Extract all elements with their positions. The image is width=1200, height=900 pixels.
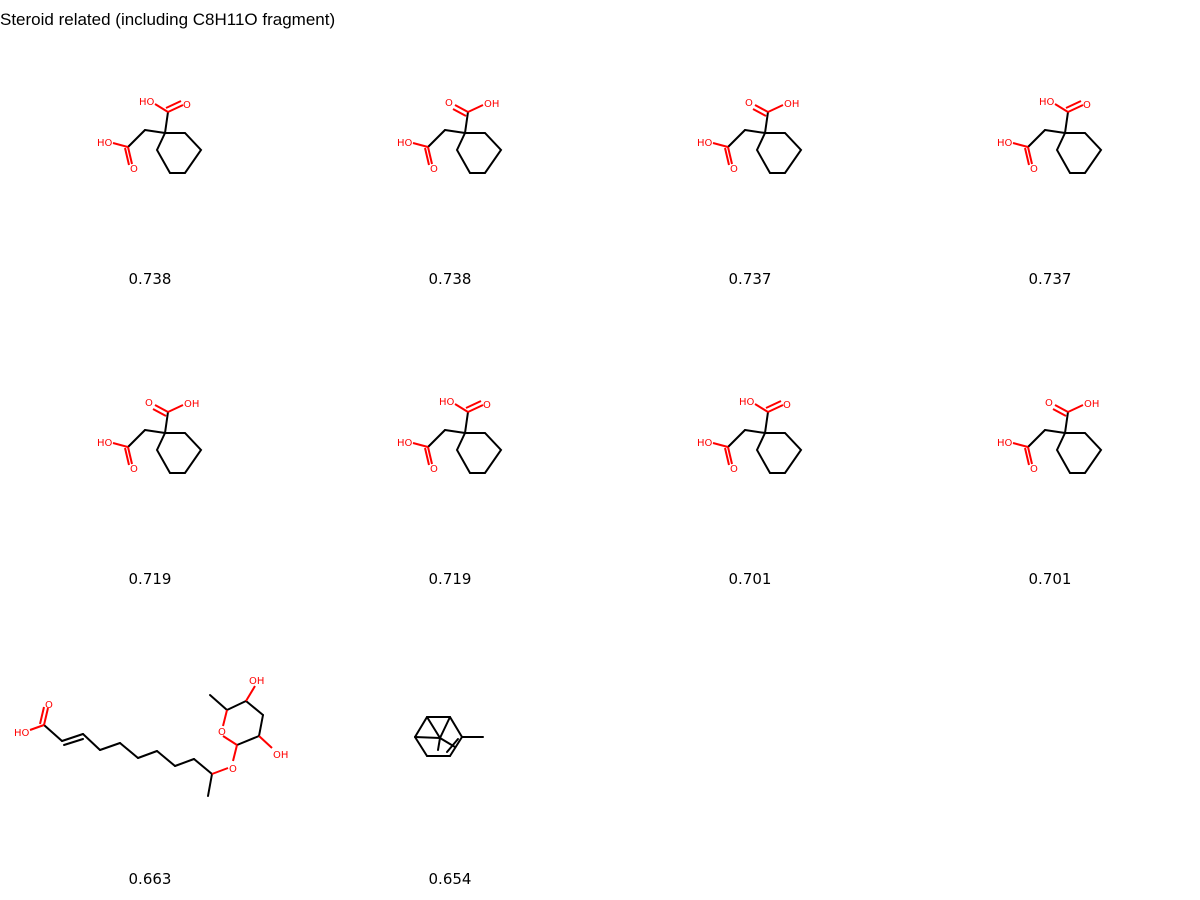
atom-label: OH — [273, 750, 288, 761]
atom-label: HO — [14, 728, 30, 739]
atom-label: O — [1083, 100, 1091, 111]
similarity-score: 0.738 — [128, 270, 172, 288]
atom-label: HO — [139, 97, 155, 108]
atom-label: O — [445, 98, 453, 109]
structure-diagram: O OH HO O — [97, 398, 203, 475]
atom-label: O — [145, 398, 153, 409]
structure-diagram: HO O HO O — [697, 397, 803, 475]
atom-label: O — [229, 764, 237, 775]
atom-label: O — [430, 164, 438, 175]
atom-label: OH — [1084, 399, 1099, 410]
atom-label: O — [1030, 464, 1038, 475]
atom-label: O — [1030, 164, 1038, 175]
structure-diagram — [414, 716, 484, 757]
structure-diagram: HO O HO O — [397, 397, 503, 475]
atom-label: HO — [1039, 97, 1055, 108]
molecule-cell: O OH HO O 0.737 — [600, 0, 900, 300]
atom-label: O — [483, 400, 491, 411]
molecule-cell: O OH HO O 0.719 — [0, 300, 300, 600]
atom-label: HO — [439, 397, 455, 408]
atom-label: O — [218, 727, 226, 738]
similarity-score: 0.663 — [128, 870, 172, 888]
similarity-score: 0.719 — [428, 570, 472, 588]
atom-label: HO — [697, 438, 713, 449]
structure-diagram: O HO OH O OH O — [14, 676, 288, 797]
atom-label: OH — [484, 99, 499, 110]
atom-label: HO — [397, 438, 413, 449]
molecule-cell: HO O HO O 0.738 — [0, 0, 300, 300]
similarity-score: 0.738 — [428, 270, 472, 288]
atom-label: OH — [184, 399, 199, 410]
atom-label: O — [45, 700, 53, 711]
atom-label: HO — [97, 438, 113, 449]
atom-label: O — [745, 98, 753, 109]
similarity-score: 0.701 — [1028, 570, 1072, 588]
molecule-cell: HO O HO O 0.701 — [600, 300, 900, 600]
molecule-cell: HO O HO O 0.737 — [900, 0, 1200, 300]
structure-diagram: O OH HO O — [997, 398, 1103, 475]
atom-label: O — [430, 464, 438, 475]
atom-label: HO — [397, 138, 413, 149]
atom-label: HO — [739, 397, 755, 408]
molecule-cell: HO O HO O 0.719 — [300, 300, 600, 600]
structure-diagram: O OH HO O — [397, 98, 503, 175]
atom-label: O — [130, 164, 138, 175]
atom-label: O — [783, 400, 791, 411]
atom-label: HO — [997, 438, 1013, 449]
molecule-cell: O OH HO O 0.738 — [300, 0, 600, 300]
page-title: Steroid related (including C8H11O fragme… — [0, 10, 336, 29]
atom-label: O — [183, 100, 191, 111]
structure-diagram: HO O HO O — [97, 97, 203, 175]
molecule-cell: 0.654 — [300, 600, 600, 900]
atom-label: OH — [784, 99, 799, 110]
molecule-cell: O OH HO O 0.701 — [900, 300, 1200, 600]
structure-diagram: O OH HO O — [697, 98, 803, 175]
atom-label: O — [1045, 398, 1053, 409]
atom-label: HO — [997, 138, 1013, 149]
atom-label: O — [730, 464, 738, 475]
atom-label: O — [730, 164, 738, 175]
atom-label: HO — [697, 138, 713, 149]
atom-label: OH — [249, 676, 264, 687]
similarity-score: 0.719 — [128, 570, 172, 588]
structure-diagram: HO O HO O — [997, 97, 1103, 175]
similarity-score: 0.737 — [728, 270, 772, 288]
similarity-score: 0.737 — [1028, 270, 1072, 288]
atom-label: HO — [97, 138, 113, 149]
similarity-score: 0.701 — [728, 570, 772, 588]
similarity-score: 0.654 — [428, 870, 472, 888]
atom-label: O — [130, 464, 138, 475]
molecule-cell: O HO OH O OH O 0.663 — [0, 600, 300, 900]
